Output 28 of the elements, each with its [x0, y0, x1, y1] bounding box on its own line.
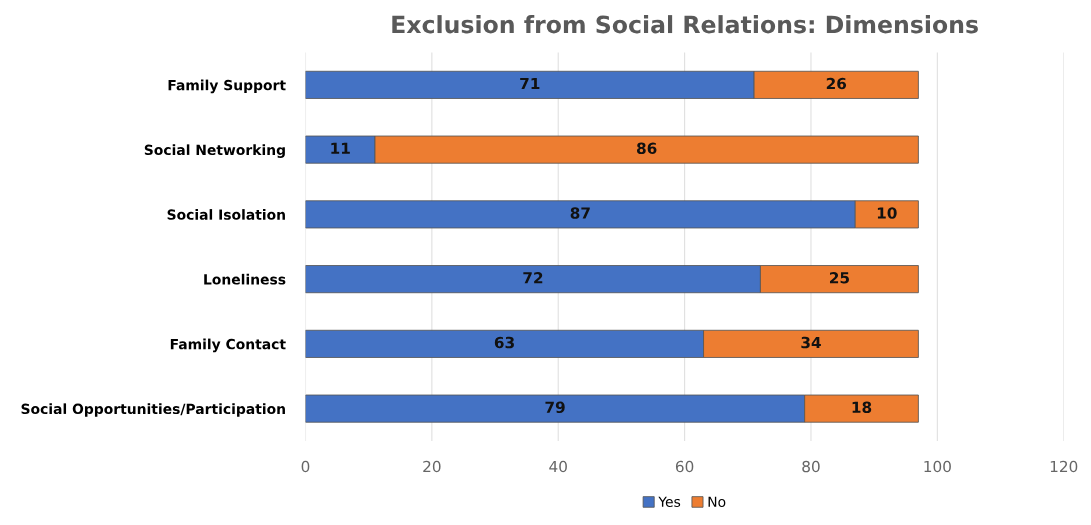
data-label: 87 [570, 207, 590, 219]
data-label: 79 [545, 401, 565, 414]
y-tick-label: Loneliness [204, 273, 286, 285]
y-tick-label: Family Contact [170, 338, 286, 353]
data-label: 10 [877, 207, 897, 219]
y-tick-label: Social Networking [144, 144, 285, 158]
x-tick-label: 0 [301, 460, 310, 473]
legend-label: No [708, 496, 726, 507]
data-label: 71 [520, 77, 540, 90]
x-tick-label: 120 [1050, 460, 1078, 473]
x-tick-label: 80 [802, 460, 820, 473]
data-label: 86 [636, 142, 657, 155]
x-tick-label: 100 [924, 460, 951, 473]
data-label: 63 [494, 336, 514, 349]
y-tick-label: Family Support [168, 79, 286, 94]
chart-title: Exclusion from Social Relations: Dimensions [392, 15, 978, 34]
x-tick-label: 60 [675, 460, 694, 473]
y-tick-label: Social Opportunities/Participation [21, 403, 285, 417]
data-label: 11 [331, 142, 350, 154]
x-tick-label: 20 [423, 460, 441, 473]
data-label: 18 [852, 401, 872, 414]
x-tick-label: 40 [549, 460, 567, 473]
legend-label: Yes [658, 496, 681, 507]
y-tick-label: Social Isolation [167, 209, 285, 220]
data-label: 72 [523, 272, 543, 284]
data-label: 34 [801, 336, 821, 349]
data-label: 26 [826, 77, 847, 90]
data-label: 25 [829, 272, 849, 284]
